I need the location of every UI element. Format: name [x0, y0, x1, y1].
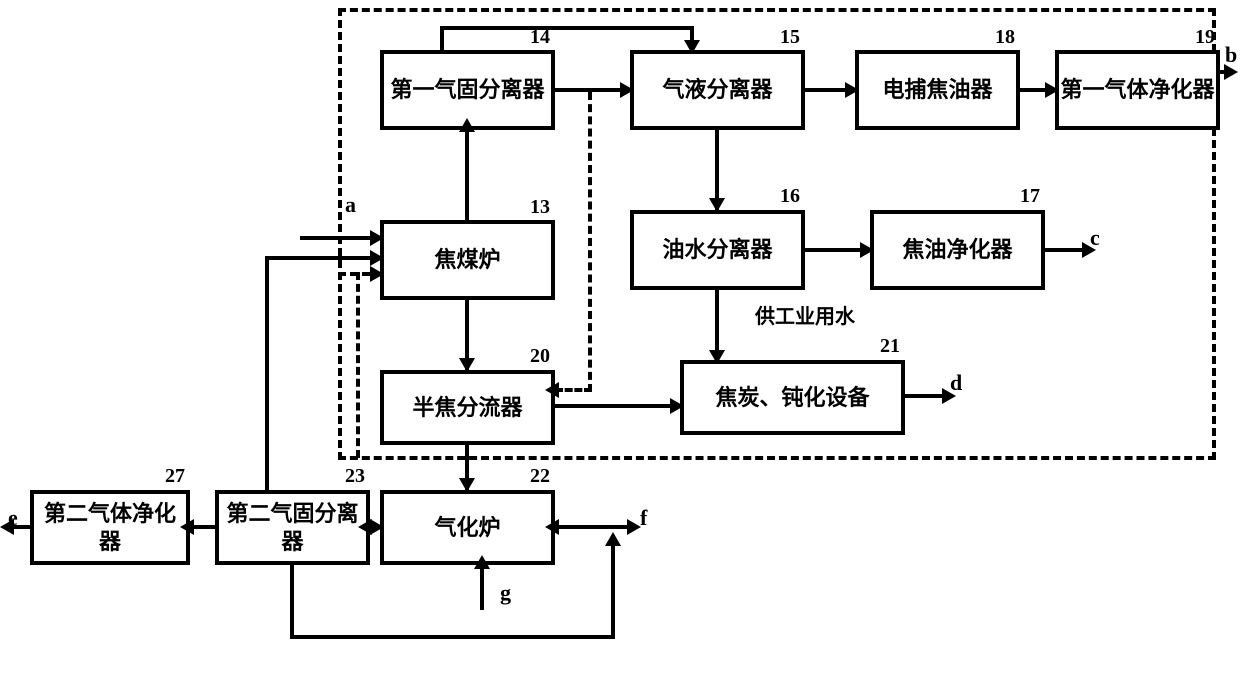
arrowhead-icon	[459, 118, 475, 132]
arrowhead-icon	[620, 82, 634, 98]
edge-23-up	[265, 256, 269, 490]
arrowhead-icon	[370, 250, 384, 266]
arrowhead-icon	[459, 478, 475, 492]
arrowhead-icon	[670, 398, 684, 414]
box-14-label: 第一气固分离器	[390, 76, 544, 104]
num-16: 16	[780, 185, 800, 208]
box-22: 气化炉	[380, 490, 555, 565]
arrowhead-icon	[605, 532, 621, 546]
label-e: e	[8, 505, 18, 531]
arrowhead-icon	[860, 242, 874, 258]
box-16-label: 油水分离器	[662, 236, 772, 264]
box-23-label: 第二气固分离器	[219, 500, 366, 555]
box-17: 焦油净化器	[870, 210, 1045, 290]
arrowhead-icon	[709, 198, 725, 212]
edge-23-to-13	[265, 256, 380, 260]
num-27: 27	[165, 465, 185, 488]
edge-23-loop-h	[290, 635, 615, 639]
box-21-label: 焦炭、钝化设备	[715, 384, 869, 412]
edge-20-21	[555, 404, 680, 408]
box-17-label: 焦油净化器	[902, 236, 1012, 264]
box-22-label: 气化炉	[434, 514, 500, 542]
num-15: 15	[780, 26, 800, 49]
arrowhead-icon	[370, 266, 384, 282]
arrowhead-icon	[370, 519, 384, 535]
box-15: 气液分离器	[630, 50, 805, 130]
edge-14-into-20-dash	[555, 388, 592, 392]
num-19: 19	[1195, 26, 1215, 49]
edge-14-15	[555, 88, 630, 92]
box-18-label: 电捕焦油器	[882, 76, 992, 104]
box-16: 油水分离器	[630, 210, 805, 290]
arrowhead-icon	[180, 519, 194, 535]
box-13: 焦煤炉	[380, 220, 555, 300]
arrowhead-icon	[627, 519, 641, 535]
box-27-label: 第二气体净化器	[34, 500, 186, 555]
flowchart-canvas: 第一气固分离器 14 气液分离器 15 电捕焦油器 18 第一气体净化器 19 …	[0, 0, 1240, 684]
label-c: c	[1090, 225, 1100, 251]
edge-14-down-dash	[588, 92, 592, 392]
box-13-label: 焦煤炉	[434, 246, 500, 274]
num-23: 23	[345, 465, 365, 488]
box-23: 第二气固分离器	[215, 490, 370, 565]
edge-22-out-f	[555, 525, 635, 529]
arrowhead-icon	[709, 350, 725, 364]
box-19: 第一气体净化器	[1055, 50, 1220, 130]
box-19-label: 第一气体净化器	[1060, 76, 1214, 104]
num-17: 17	[1020, 185, 1040, 208]
box-20-label: 半焦分流器	[412, 394, 522, 422]
num-13: 13	[530, 196, 550, 219]
label-d: d	[950, 370, 962, 396]
label-a: a	[345, 192, 356, 218]
arrowhead-icon	[684, 40, 700, 54]
annot-industrial-water: 供工业用水	[755, 300, 855, 329]
edge-23-loop-v1	[290, 565, 294, 635]
arrowhead-icon	[545, 382, 559, 398]
edge-dash-left-col	[356, 272, 360, 458]
num-22: 22	[530, 465, 550, 488]
arrowhead-icon	[459, 358, 475, 372]
edge-a-in-13	[300, 236, 380, 240]
arrowhead-icon	[545, 519, 559, 535]
label-f: f	[640, 505, 647, 531]
box-21: 焦炭、钝化设备	[680, 360, 905, 435]
label-g: g	[500, 580, 511, 606]
edge-14-over	[440, 26, 694, 30]
num-21: 21	[880, 335, 900, 358]
box-20: 半焦分流器	[380, 370, 555, 445]
edge-g-22	[480, 565, 484, 610]
num-18: 18	[995, 26, 1015, 49]
edge-23-loop-v2	[611, 540, 615, 639]
arrowhead-icon	[370, 230, 384, 246]
num-20: 20	[530, 345, 550, 368]
arrowhead-icon	[474, 555, 490, 569]
label-b: b	[1225, 42, 1237, 68]
box-15-label: 气液分离器	[662, 76, 772, 104]
edge-13-14	[465, 130, 469, 220]
box-27: 第二气体净化器	[30, 490, 190, 565]
arrowhead-icon	[1045, 82, 1059, 98]
arrowhead-icon	[845, 82, 859, 98]
box-18: 电捕焦油器	[855, 50, 1020, 130]
